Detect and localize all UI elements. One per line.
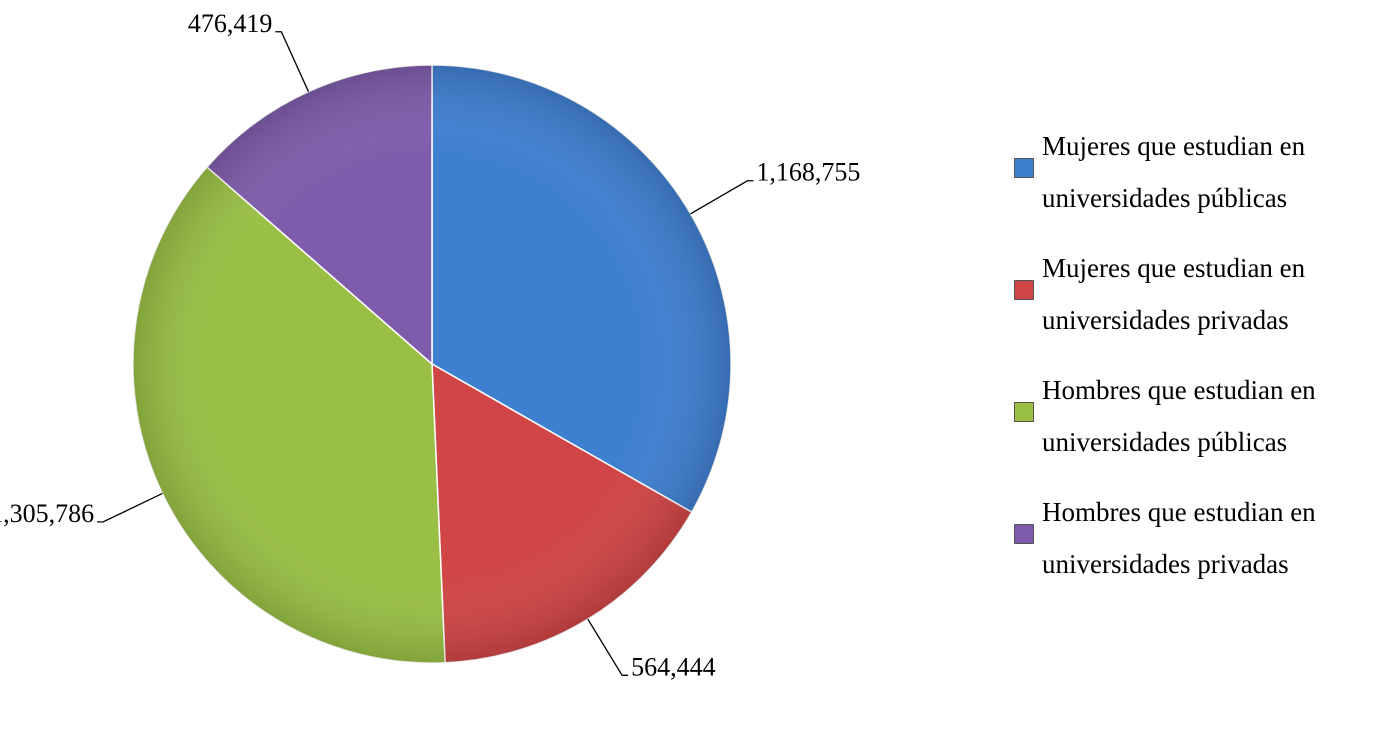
legend-item: Hombres que estudian en universidades pr… — [1010, 486, 1380, 590]
legend-swatch — [1014, 524, 1034, 544]
legend-item: Mujeres que estudian en universidades pú… — [1010, 120, 1380, 224]
pie-shade — [133, 65, 731, 663]
data-label: 1,305,786 — [0, 499, 94, 528]
legend-item: Mujeres que estudian en universidades pr… — [1010, 242, 1380, 346]
legend: Mujeres que estudian en universidades pú… — [1010, 120, 1380, 608]
legend-label: Hombres que estudian en universidades pú… — [1042, 375, 1316, 457]
legend-swatch — [1014, 280, 1034, 300]
legend-swatch — [1014, 402, 1034, 422]
leader-line — [587, 618, 629, 676]
legend-label: Hombres que estudian en universidades pr… — [1042, 497, 1316, 579]
data-label: 476,419 — [188, 9, 273, 38]
data-label: 1,168,755 — [756, 158, 860, 187]
leader-line — [690, 180, 754, 215]
data-label: 564,444 — [631, 652, 716, 681]
legend-item: Hombres que estudian en universidades pú… — [1010, 364, 1380, 468]
leader-line — [97, 492, 163, 523]
legend-label: Mujeres que estudian en universidades pú… — [1042, 131, 1306, 213]
leader-line — [275, 31, 310, 92]
legend-swatch — [1014, 158, 1034, 178]
legend-label: Mujeres que estudian en universidades pr… — [1042, 253, 1306, 335]
